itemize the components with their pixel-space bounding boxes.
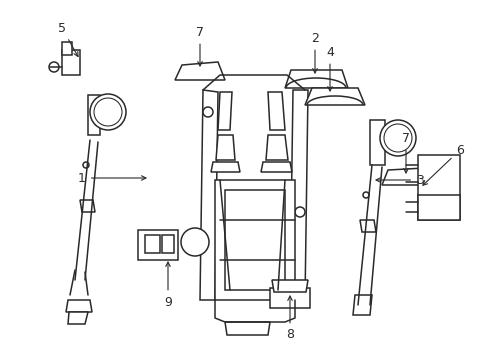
Text: 1: 1 bbox=[78, 171, 146, 185]
Circle shape bbox=[181, 228, 208, 256]
Polygon shape bbox=[68, 312, 88, 324]
Polygon shape bbox=[289, 90, 307, 300]
Polygon shape bbox=[381, 168, 431, 185]
Text: 2: 2 bbox=[310, 32, 318, 73]
Polygon shape bbox=[210, 162, 240, 172]
Circle shape bbox=[90, 94, 126, 130]
Circle shape bbox=[49, 62, 59, 72]
Polygon shape bbox=[62, 50, 80, 75]
Polygon shape bbox=[265, 135, 287, 160]
Text: 4: 4 bbox=[325, 45, 333, 91]
Bar bbox=[138, 230, 178, 260]
Bar bbox=[145, 235, 160, 253]
Polygon shape bbox=[269, 288, 309, 308]
Polygon shape bbox=[62, 42, 72, 55]
Polygon shape bbox=[352, 295, 371, 315]
Polygon shape bbox=[215, 180, 294, 300]
Polygon shape bbox=[369, 120, 384, 165]
Text: 6: 6 bbox=[422, 144, 463, 185]
Text: 9: 9 bbox=[164, 262, 172, 309]
Polygon shape bbox=[359, 220, 375, 232]
Text: 5: 5 bbox=[58, 22, 78, 57]
Polygon shape bbox=[224, 322, 269, 335]
Polygon shape bbox=[271, 280, 307, 292]
Circle shape bbox=[83, 162, 89, 168]
Polygon shape bbox=[218, 92, 231, 130]
Bar bbox=[162, 235, 174, 253]
Polygon shape bbox=[261, 162, 291, 172]
Text: 8: 8 bbox=[285, 296, 293, 342]
Text: 7: 7 bbox=[196, 26, 203, 66]
Circle shape bbox=[294, 207, 305, 217]
Polygon shape bbox=[305, 88, 364, 105]
Circle shape bbox=[379, 120, 415, 156]
Polygon shape bbox=[80, 200, 95, 212]
Polygon shape bbox=[224, 190, 285, 290]
Polygon shape bbox=[200, 90, 218, 300]
Polygon shape bbox=[66, 300, 92, 312]
Circle shape bbox=[362, 192, 368, 198]
Polygon shape bbox=[417, 155, 459, 220]
Polygon shape bbox=[267, 92, 285, 130]
Polygon shape bbox=[216, 135, 235, 160]
Polygon shape bbox=[417, 195, 459, 220]
Text: 7: 7 bbox=[401, 131, 409, 173]
Polygon shape bbox=[88, 95, 100, 135]
Text: 3: 3 bbox=[375, 174, 423, 186]
Circle shape bbox=[203, 107, 213, 117]
Polygon shape bbox=[175, 62, 224, 80]
Polygon shape bbox=[285, 70, 347, 88]
